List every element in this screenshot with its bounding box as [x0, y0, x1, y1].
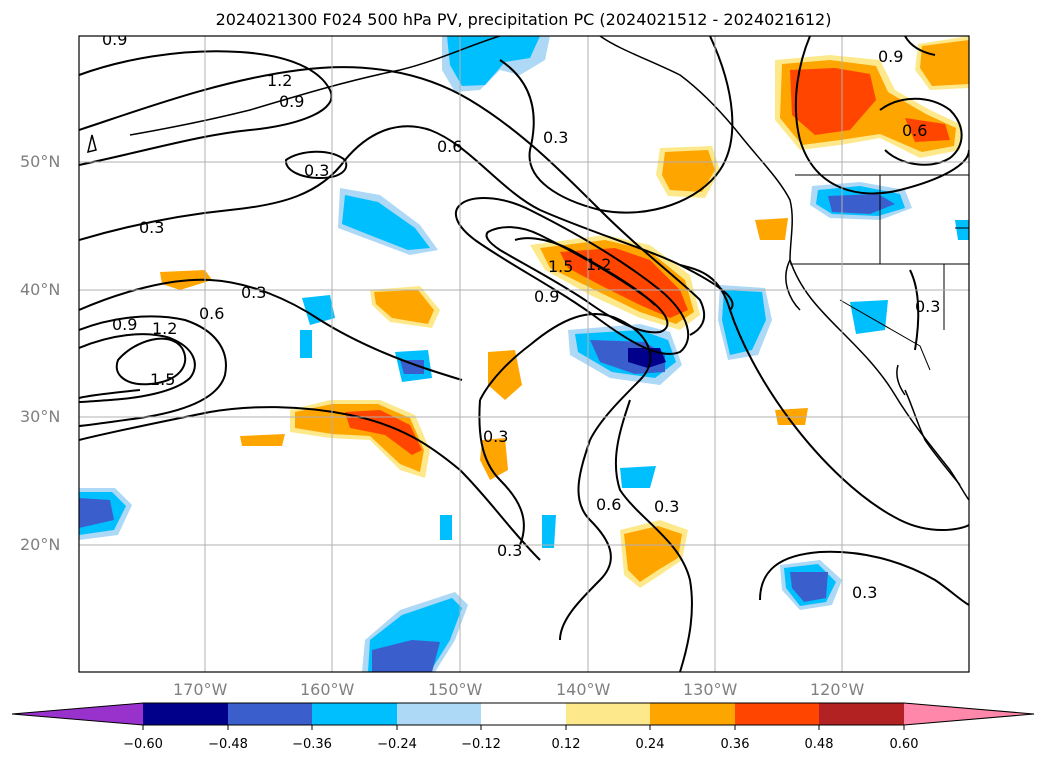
contour-label: 0.9	[102, 30, 127, 49]
lon-label-130w: 130°W	[683, 680, 738, 699]
colorbar-tick-label: 0.36	[720, 737, 750, 752]
colorbar-tick-label: 0.24	[635, 737, 665, 752]
colorbar-tick-label: 0.60	[889, 737, 919, 752]
contour-label: 1.5	[548, 257, 573, 276]
map-frame	[78, 35, 970, 673]
contour-label: 0.9	[279, 92, 304, 111]
gridlines	[79, 36, 969, 672]
negative-anomaly-shading	[79, 36, 969, 672]
colorbar-tick-label: 0.12	[551, 737, 581, 752]
lon-label-160w: 160°W	[300, 680, 355, 699]
lat-label-40n: 40°N	[20, 280, 61, 299]
colorbar-tick-label: −0.36	[292, 737, 332, 752]
contour-label: 0.3	[241, 283, 266, 302]
coastlines	[86, 36, 969, 501]
contour-label: 0.6	[437, 137, 462, 156]
colorbar-extend-low	[12, 703, 143, 725]
contour-label: 0.3	[915, 297, 940, 316]
pv-contours	[79, 36, 969, 672]
lon-label-140w: 140°W	[556, 680, 611, 699]
contour-label: 0.3	[543, 128, 568, 147]
colorbar-ticks	[142, 725, 905, 730]
positive-anomaly-shading	[160, 36, 969, 588]
contour-label: 0.6	[902, 121, 927, 140]
contour-label: 1.2	[586, 255, 611, 274]
colorbar	[11, 702, 1035, 730]
contour-label: 0.3	[654, 497, 679, 516]
lat-label-20n: 20°N	[20, 535, 61, 554]
colorbar-tick-label: −0.12	[461, 737, 501, 752]
colorbar-extend-high	[904, 703, 1034, 725]
lat-label-30n: 30°N	[20, 407, 61, 426]
borders	[790, 174, 969, 371]
contour-label: 0.6	[199, 304, 224, 323]
colorbar-tick-label: −0.24	[377, 737, 417, 752]
contour-label: 1.2	[267, 71, 292, 90]
contour-label: 0.3	[852, 583, 877, 602]
contour-label: 0.3	[139, 218, 164, 237]
contour-label-group: 0.9 1.2 0.9 0.3 0.3 0.3 0.9 1.2 1.5 0.6 …	[102, 30, 940, 602]
contour-label: 0.9	[534, 287, 559, 306]
colorbar-tick-label: 0.48	[804, 737, 834, 752]
map-title: 2024021300 F024 500 hPa PV, precipitatio…	[215, 10, 832, 29]
map-content: 0.9 1.2 0.9 0.3 0.3 0.3 0.9 1.2 1.5 0.6 …	[79, 30, 969, 672]
contour-label: 0.9	[112, 315, 137, 334]
lat-label-50n: 50°N	[20, 152, 61, 171]
lon-label-150w: 150°W	[428, 680, 483, 699]
contour-label: 0.3	[497, 541, 522, 560]
contour-label: 1.2	[152, 319, 177, 338]
colorbar-tick-label: −0.60	[123, 737, 163, 752]
contour-label: 0.6	[596, 495, 621, 514]
contour-label: 0.9	[878, 47, 903, 66]
lon-label-170w: 170°W	[173, 680, 228, 699]
contour-label: 1.5	[150, 370, 175, 389]
lon-label-120w: 120°W	[810, 680, 865, 699]
contour-label: 0.3	[483, 427, 508, 446]
contour-label: 0.3	[304, 161, 329, 180]
colorbar-tick-label: −0.48	[208, 737, 248, 752]
